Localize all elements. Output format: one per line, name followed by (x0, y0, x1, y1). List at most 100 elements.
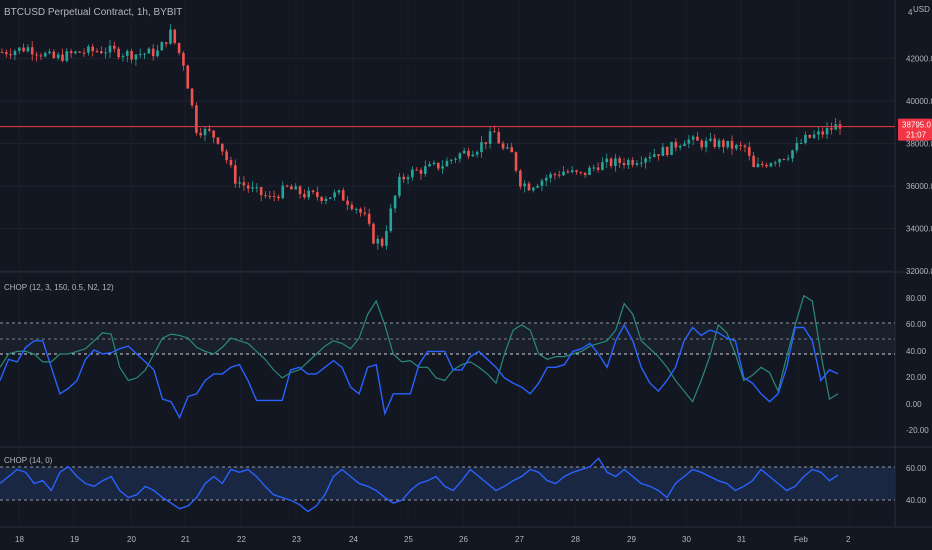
candle-body (691, 136, 695, 140)
candle-body (190, 88, 194, 106)
candle-body (17, 47, 21, 51)
ind2-tick-label: 40.00 (906, 496, 927, 505)
candle-body (264, 195, 267, 197)
candle-body (398, 176, 401, 196)
candle-body (799, 142, 803, 144)
candle-body (173, 29, 177, 43)
candle-body (164, 42, 168, 44)
candle-body (549, 174, 552, 178)
candle-body (337, 190, 341, 193)
date-tick-label: 28 (571, 535, 580, 544)
candle-body (614, 158, 617, 167)
candle-body (113, 45, 116, 49)
candle-body (644, 158, 647, 163)
candle-body (825, 128, 829, 135)
candle-body (5, 52, 8, 55)
candle-body (415, 169, 418, 171)
candle-body (100, 51, 103, 54)
price-pane[interactable]: BTCUSD Perpetual Contract, 1h, BYBIT (0, 0, 895, 527)
ind1-tick-label: 60.00 (906, 320, 927, 329)
candle-body (203, 128, 207, 136)
symbol-title[interactable]: BTCUSD Perpetual Contract, 1h, BYBIT (4, 7, 182, 18)
candle-body (510, 147, 514, 153)
date-tick-label: 22 (237, 535, 246, 544)
candle-body (212, 130, 215, 138)
candle-body (406, 177, 410, 180)
last-price-badge: 38795.0 21:07 (898, 118, 932, 141)
candle-body (605, 158, 609, 163)
date-tick-label: 27 (515, 535, 524, 544)
last-price-value: 38795.0 (902, 121, 931, 130)
candle-body (773, 162, 777, 164)
candle-body (411, 169, 414, 178)
candle-body (121, 55, 125, 58)
candle-body (778, 159, 781, 163)
candle-body (484, 142, 488, 144)
candle-body (709, 138, 712, 141)
candle-body (683, 143, 686, 146)
candle-body (285, 185, 289, 187)
candle-body (333, 192, 336, 198)
candle-body (346, 200, 349, 205)
candle-body (225, 151, 228, 161)
candle-body (246, 185, 250, 189)
candle-body (316, 192, 319, 197)
candle-body (570, 170, 574, 173)
candle-body (259, 187, 263, 196)
chop-line-2 (0, 457, 839, 513)
candle-body (177, 42, 181, 53)
candle-body (43, 53, 47, 57)
ind1-tick-label: -20.00 (906, 426, 929, 435)
candle-body (277, 196, 280, 199)
candle-body (445, 160, 449, 167)
date-tick-label: 29 (627, 535, 636, 544)
candle-body (30, 47, 34, 55)
date-tick-label: 31 (737, 535, 746, 544)
candle-body (678, 145, 682, 148)
candle-body (795, 143, 799, 151)
date-tick-label: 24 (349, 535, 358, 544)
price-axis[interactable]: 4 USD 42000.0 40000.0 38000.0 36000.0 34… (898, 5, 932, 276)
candle-body (601, 162, 604, 170)
candle-body (544, 177, 548, 181)
candle-body (13, 50, 17, 56)
candle-body (609, 158, 613, 167)
candle-body (441, 166, 444, 169)
candle-body (760, 163, 764, 166)
candle-body (74, 51, 77, 54)
candle-body (769, 163, 773, 167)
candle-body (687, 139, 691, 144)
chop-indicator-pane-2[interactable]: CHOP (14, 0) 60.00 40.00 (0, 456, 927, 513)
candle-body (233, 165, 237, 184)
candle-body (385, 231, 388, 246)
chop-indicator-pane-1[interactable]: CHOP (12, 3, 150, 0.5, N2, 12) 80.00 60.… (0, 283, 929, 435)
date-tick-label: 20 (127, 535, 136, 544)
candle-body (367, 213, 371, 224)
indicator-2-label[interactable]: CHOP (14, 0) (4, 456, 53, 465)
time-axis[interactable]: 18 19 20 21 22 23 24 25 26 27 28 29 30 31 Feb 2 (15, 535, 851, 544)
candle-body (320, 196, 323, 202)
candle-body (817, 131, 820, 135)
indicator-1-label[interactable]: CHOP (12, 3, 150, 0.5, N2, 12) (4, 283, 114, 292)
candlestick-series (0, 24, 842, 250)
candle-body (242, 182, 246, 186)
candle-body (393, 195, 397, 209)
candle-body (290, 186, 293, 190)
candle-body (419, 169, 423, 174)
candle-body (812, 134, 816, 138)
candle-body (35, 54, 38, 56)
candle-body (471, 154, 475, 157)
candle-body (151, 48, 155, 57)
candle-body (0, 52, 4, 54)
candle-body (26, 47, 30, 52)
candle-body (696, 136, 699, 141)
price-tick-label: 36000.0 (906, 182, 932, 191)
candle-body (328, 197, 332, 199)
candle-body (186, 65, 190, 89)
candle-body (639, 162, 643, 164)
candle-body (48, 51, 51, 54)
price-tick-label: 38000.0 (906, 140, 932, 149)
date-tick-label: 25 (404, 535, 413, 544)
